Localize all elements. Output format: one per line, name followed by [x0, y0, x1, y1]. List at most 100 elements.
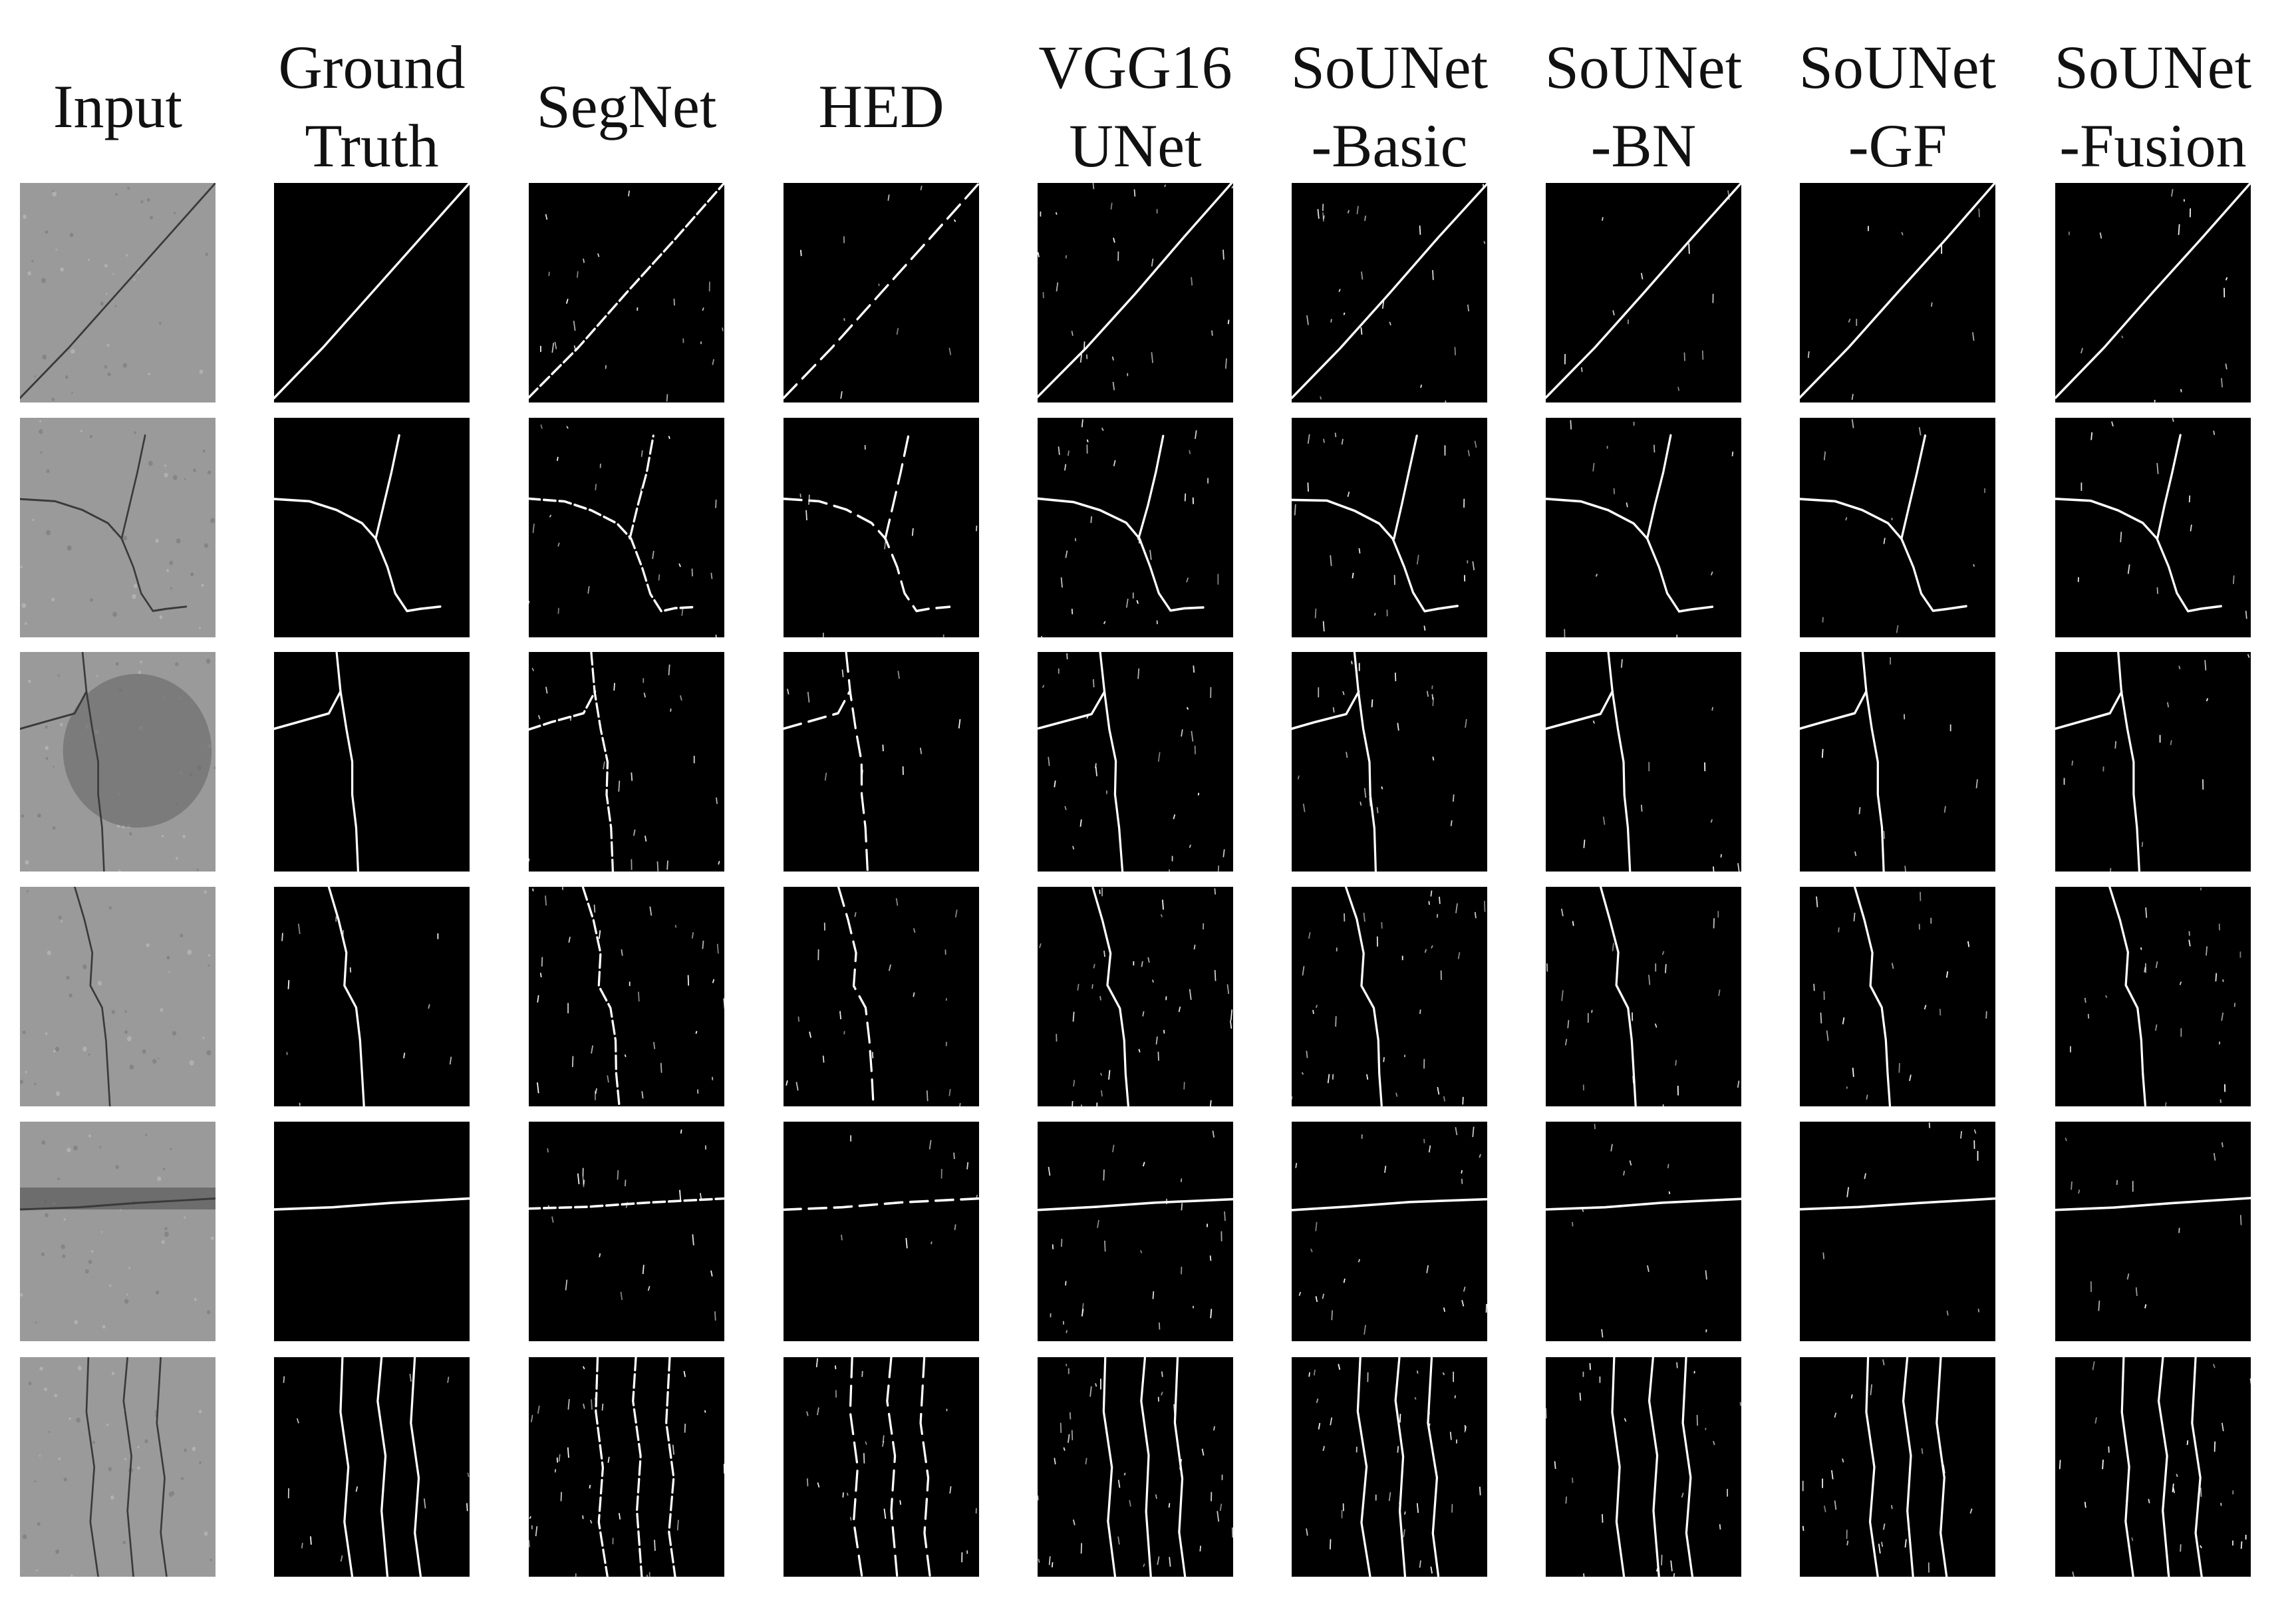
noise-speck: [558, 1454, 561, 1462]
tile-multiple-vertical-cracks-segnet: [529, 1357, 724, 1577]
crack-line: [1091, 887, 1130, 1106]
noise-speck: [1226, 984, 1230, 995]
crack-line: [274, 690, 342, 730]
mask-background: [1546, 652, 1741, 872]
noise-speck: [2245, 610, 2247, 619]
surface-texture: [160, 1008, 164, 1012]
noise-speck: [2102, 1460, 2104, 1470]
crack-line: [274, 1197, 470, 1211]
surface-texture: [41, 1252, 45, 1257]
segmentation-mask: [784, 652, 979, 872]
noise-speck: [1298, 1291, 1302, 1297]
segmentation-mask: [1292, 183, 1487, 402]
crack-line: [374, 434, 400, 540]
noise-speck: [1183, 1082, 1185, 1090]
surface-texture: [82, 1046, 87, 1052]
surface-texture: [164, 1227, 168, 1231]
surface-texture: [112, 611, 118, 617]
noise-speck: [449, 1056, 452, 1065]
segmentation-mask: [274, 887, 470, 1106]
noise-speck: [1117, 1536, 1120, 1545]
noise-speck: [1227, 319, 1230, 325]
tile-vertical-crack-stain-vgg16-unet: [1038, 652, 1233, 872]
noise-speck: [1416, 1503, 1419, 1514]
noise-speck: [1436, 913, 1439, 918]
noise-speck: [1864, 1173, 1866, 1180]
tile-diagonal-crack-sounet-gf: [1800, 183, 1995, 402]
surface-texture: [65, 375, 69, 379]
noise-speck: [1461, 1300, 1465, 1307]
mask-background: [1800, 1122, 1995, 1341]
noise-speck: [1427, 1423, 1431, 1430]
noise-speck: [565, 298, 569, 304]
noise-speck: [1823, 1506, 1826, 1513]
segmentation-mask: [2055, 1357, 2251, 1577]
surface-texture: [61, 920, 63, 923]
surface-texture: [20, 565, 23, 569]
crack-line: [1546, 497, 1714, 613]
surface-texture: [157, 1176, 162, 1182]
noise-speck: [1403, 1529, 1405, 1537]
noise-speck: [718, 860, 720, 865]
noise-speck: [1103, 1169, 1105, 1181]
noise-speck: [1369, 797, 1371, 807]
surface-texture: [170, 1148, 172, 1150]
noise-speck: [1467, 450, 1471, 456]
noise-speck: [1316, 1398, 1319, 1403]
noise-speck: [704, 1410, 706, 1413]
noise-speck: [1230, 1009, 1233, 1021]
noise-speck: [692, 1234, 694, 1245]
tile-horizontal-crack-sounet-basic: [1292, 1122, 1487, 1341]
surface-texture: [91, 1250, 94, 1253]
crack-line: [1292, 1198, 1487, 1211]
noise-speck: [1211, 330, 1213, 336]
noise-speck: [1419, 1560, 1421, 1568]
surface-texture: [52, 190, 55, 192]
noise-speck: [839, 1011, 842, 1020]
pavement-surface: [20, 1357, 215, 1577]
noise-speck: [1858, 807, 1861, 814]
noise-speck: [652, 550, 654, 560]
noise-speck: [1095, 1382, 1097, 1387]
surface-texture: [114, 305, 117, 307]
tile-diagonal-crack-sounet-basic: [1292, 183, 1487, 402]
noise-speck: [1399, 1493, 1401, 1505]
tile-branching-crack-sounet-gf: [1800, 418, 1995, 637]
tile-branching-crack-sounet-basic: [1292, 418, 1487, 637]
surface-texture: [88, 258, 90, 261]
noise-speck: [2121, 335, 2124, 339]
tile-horizontal-crack-hed: [784, 1122, 979, 1341]
tile-vertical-crack-pit-sounet-gf: [1800, 887, 1995, 1106]
noise-speck: [681, 606, 684, 616]
crack-line: [529, 183, 724, 399]
noise-speck: [1431, 685, 1433, 689]
surface-texture: [140, 661, 142, 664]
noise-speck: [1419, 1009, 1421, 1015]
segmentation-mask: [529, 183, 724, 402]
noise-speck: [1222, 249, 1224, 260]
noise-speck: [1347, 491, 1350, 498]
noise-speck: [1737, 1080, 1740, 1088]
noise-speck: [1854, 851, 1857, 856]
noise-speck: [287, 980, 290, 989]
mask-background: [1800, 652, 1995, 872]
crack-line: [884, 434, 910, 540]
noise-speck: [1967, 941, 1970, 947]
noise-speck: [1564, 1039, 1568, 1046]
crack-line: [1900, 434, 1927, 540]
surface-texture: [53, 1049, 57, 1053]
segmentation-mask: [1292, 887, 1487, 1106]
noise-speck: [668, 664, 670, 676]
noise-speck: [1683, 352, 1685, 361]
crack-line: [784, 690, 851, 730]
noise-speck: [654, 1539, 656, 1551]
tile-diagonal-crack-sounet-fusion: [2055, 183, 2251, 402]
crack-line: [1800, 690, 1868, 730]
surface-texture: [23, 214, 27, 220]
noise-speck: [895, 897, 899, 906]
segmentation-mask: [274, 652, 470, 872]
segmentation-mask: [274, 1122, 470, 1341]
noise-speck: [1629, 1160, 1632, 1166]
surface-texture: [184, 1448, 187, 1452]
mask-background: [1038, 418, 1233, 637]
